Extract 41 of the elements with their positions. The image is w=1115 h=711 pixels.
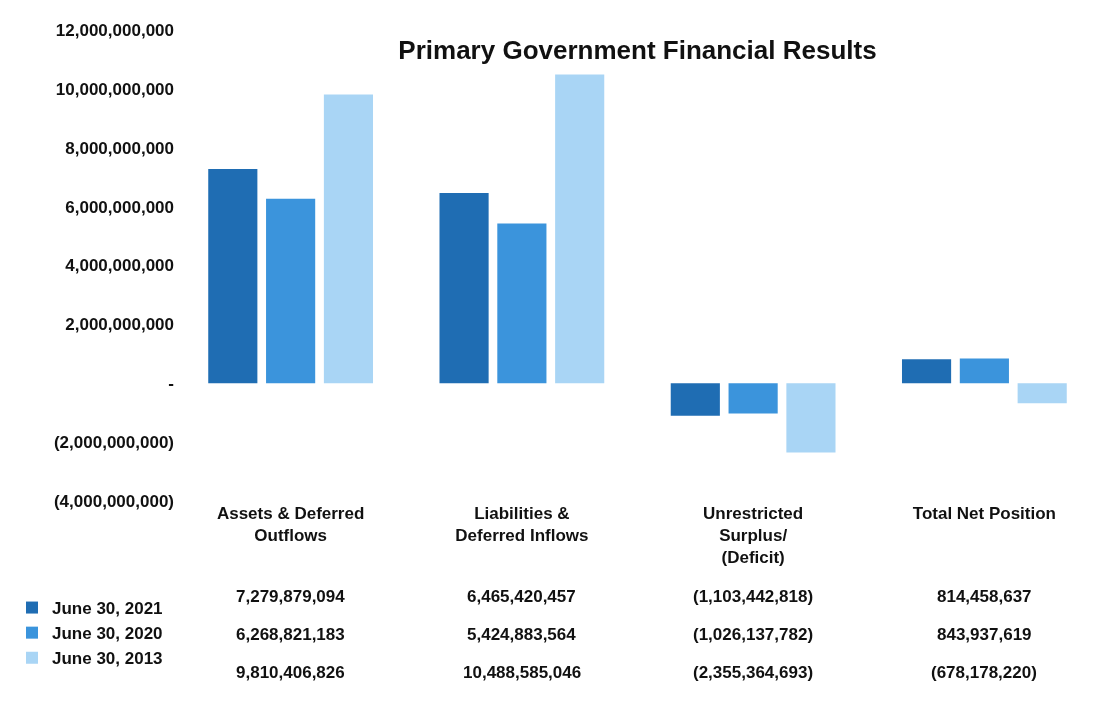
y-tick-label: 10,000,000,000 bbox=[55, 79, 174, 99]
data-label: 10,488,585,046 bbox=[463, 663, 582, 682]
bar bbox=[439, 192, 489, 384]
data-label: (678,178,220) bbox=[931, 663, 1037, 682]
bar bbox=[1017, 383, 1067, 404]
y-tick-label: (4,000,000,000) bbox=[53, 491, 174, 511]
data-label: 6,268,821,183 bbox=[236, 625, 345, 644]
data-label: (2,355,364,693) bbox=[693, 663, 814, 682]
y-tick-label: 4,000,000,000 bbox=[65, 256, 174, 276]
legend-label: June 30, 2013 bbox=[52, 649, 163, 669]
bar bbox=[266, 198, 316, 384]
data-label: 843,937,619 bbox=[937, 625, 1032, 644]
data-label: 7,279,879,094 bbox=[236, 587, 346, 606]
data-label: 9,810,406,826 bbox=[236, 663, 345, 682]
y-tick-label: 8,000,000,000 bbox=[65, 138, 174, 158]
bar bbox=[497, 223, 547, 384]
data-label: 814,458,637 bbox=[937, 587, 1032, 606]
data-label: (1,103,442,818) bbox=[693, 587, 814, 606]
bar bbox=[208, 168, 258, 384]
data-label: (1,026,137,782) bbox=[693, 625, 814, 644]
data-label: 5,424,883,564 bbox=[467, 625, 577, 644]
x-tick-label: Liabilities & Deferred Inflows bbox=[455, 504, 589, 546]
chart-title: Primary Government Financial Results bbox=[398, 35, 877, 66]
x-tick-label: Total Net Position bbox=[912, 504, 1057, 523]
x-tick-label: Assets & Deferred Outflows bbox=[216, 504, 365, 546]
legend-label: June 30, 2020 bbox=[52, 624, 163, 644]
x-tick-label: Unrestricted Surplus/ (Deficit) bbox=[703, 504, 804, 568]
legend-label: June 30, 2021 bbox=[52, 599, 163, 619]
y-tick-label: 12,000,000,000 bbox=[55, 20, 174, 40]
bar bbox=[670, 383, 720, 416]
bar bbox=[786, 383, 836, 453]
y-tick-label: 6,000,000,000 bbox=[65, 197, 174, 217]
bar bbox=[728, 383, 778, 414]
bar bbox=[959, 358, 1009, 384]
bar bbox=[555, 74, 605, 384]
y-tick-label: (2,000,000,000) bbox=[53, 433, 174, 453]
bar bbox=[323, 94, 374, 384]
bar bbox=[901, 359, 952, 384]
y-tick-label: 2,000,000,000 bbox=[65, 315, 174, 335]
y-tick-label: - bbox=[168, 374, 174, 394]
data-label: 6,465,420,457 bbox=[467, 587, 576, 606]
